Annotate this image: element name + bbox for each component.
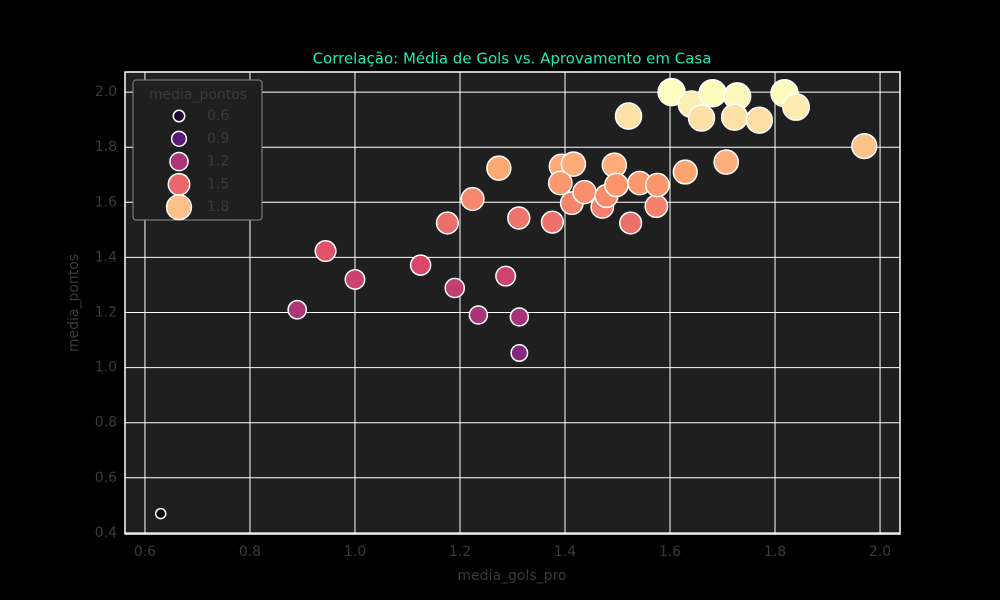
- legend-marker: [169, 151, 189, 172]
- y-axis-label: media_pontos: [66, 254, 82, 352]
- x-tick-label: 0.8: [239, 544, 261, 560]
- point: [687, 104, 716, 132]
- point: [435, 211, 460, 235]
- legend-marker: [165, 194, 193, 221]
- y-tick-label: 1.0: [95, 360, 117, 376]
- point: [314, 240, 337, 263]
- point: [644, 194, 669, 219]
- point: [540, 210, 565, 234]
- point: [495, 265, 517, 287]
- legend-label: 1.5: [207, 176, 229, 192]
- point: [560, 151, 587, 177]
- y-tick-label: 1.6: [95, 194, 117, 210]
- y-tick-label: 1.4: [95, 249, 117, 265]
- point: [509, 307, 530, 327]
- x-tick-label: 1.0: [344, 544, 366, 560]
- point: [851, 132, 878, 160]
- point: [572, 179, 597, 205]
- point: [154, 507, 167, 520]
- x-tick-label: 2.0: [869, 544, 891, 560]
- point: [344, 268, 366, 290]
- point: [510, 344, 529, 362]
- y-tick-label: 0.8: [95, 415, 117, 431]
- point: [287, 299, 308, 320]
- point: [614, 102, 643, 130]
- point: [547, 170, 573, 196]
- point: [645, 172, 670, 198]
- x-axis-label: media_gols_pro: [457, 568, 566, 584]
- legend-marker: [172, 109, 186, 123]
- legend: media_pontos 0.6 0.9 1.2 1.5 1.8: [132, 79, 263, 221]
- y-tick-label: 0.6: [95, 470, 117, 486]
- point: [604, 172, 629, 198]
- legend-box: [132, 79, 263, 221]
- y-tick-label: 0.4: [95, 525, 117, 541]
- point: [409, 254, 432, 276]
- x-tick-label: 1.8: [764, 544, 786, 560]
- legend-label: 0.6: [207, 108, 229, 124]
- legend-label: 1.2: [207, 154, 229, 170]
- chart-title: Correlação: Média de Gols vs. Aprovament…: [313, 50, 712, 68]
- point: [619, 211, 643, 235]
- point: [720, 103, 749, 131]
- legend-marker: [170, 130, 188, 147]
- points: [154, 77, 878, 520]
- legend-title: media_pontos: [149, 87, 247, 103]
- point: [468, 305, 489, 325]
- y-tick-label: 2.0: [95, 84, 117, 100]
- x-tick-label: 1.2: [449, 544, 471, 560]
- y-tick-label: 1.2: [95, 305, 117, 321]
- y-tick-label: 1.8: [95, 139, 117, 155]
- point: [460, 186, 485, 212]
- x-tick-label: 1.4: [554, 544, 576, 560]
- legend-marker: [167, 172, 191, 196]
- point: [745, 106, 773, 134]
- point: [672, 159, 698, 185]
- point: [698, 78, 727, 108]
- x-tick-label: 0.6: [134, 544, 156, 560]
- legend-label: 1.8: [207, 199, 229, 215]
- point: [782, 93, 810, 121]
- plot-frame: [124, 71, 901, 535]
- x-tick-label: 1.6: [659, 544, 681, 560]
- point: [444, 277, 466, 299]
- point: [713, 149, 740, 175]
- point: [507, 206, 531, 230]
- legend-label: 0.9: [207, 131, 229, 147]
- point: [486, 155, 512, 181]
